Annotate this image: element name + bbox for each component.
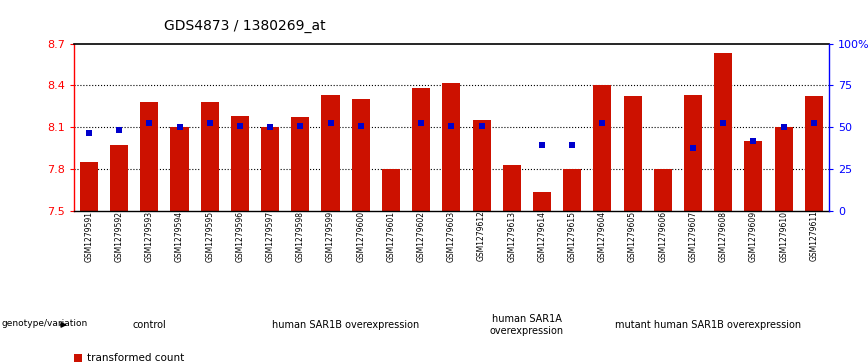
Text: GSM1279595: GSM1279595 [205,211,214,262]
Text: GSM1279612: GSM1279612 [477,211,486,261]
Text: GSM1279603: GSM1279603 [447,211,456,262]
Bar [472,120,490,211]
Text: human SAR1A
overexpression: human SAR1A overexpression [490,314,564,336]
Bar [745,141,762,211]
Text: mutant human SAR1B overexpression: mutant human SAR1B overexpression [615,320,801,330]
Bar [714,53,733,211]
Text: control: control [133,320,166,330]
Text: GSM1279610: GSM1279610 [779,211,788,261]
Text: GSM1279601: GSM1279601 [386,211,396,261]
Bar [654,169,672,211]
Text: GSM1279591: GSM1279591 [84,211,94,261]
Text: GSM1279615: GSM1279615 [568,211,576,261]
Bar [382,169,400,211]
Bar [594,85,611,211]
Bar [533,192,551,211]
Text: GSM1279604: GSM1279604 [598,211,607,262]
Bar [231,116,249,211]
Bar [170,127,188,211]
Bar [684,95,702,211]
Bar [412,88,431,211]
Bar [321,95,339,211]
Text: GSM1279596: GSM1279596 [235,211,245,262]
Text: GSM1279613: GSM1279613 [507,211,516,261]
Text: GSM1279597: GSM1279597 [266,211,274,262]
Bar [292,117,309,211]
Text: GSM1279602: GSM1279602 [417,211,425,261]
Bar [774,127,792,211]
Text: genotype/variation: genotype/variation [2,319,88,328]
Text: GSM1279594: GSM1279594 [175,211,184,262]
Bar [141,102,158,211]
Text: GSM1279600: GSM1279600 [356,211,365,262]
Text: GSM1279592: GSM1279592 [115,211,123,261]
Text: GSM1279599: GSM1279599 [326,211,335,262]
Text: human SAR1B overexpression: human SAR1B overexpression [272,320,419,330]
Bar [80,162,98,211]
Bar [352,99,370,211]
Bar [201,102,219,211]
Text: GSM1279607: GSM1279607 [688,211,698,262]
Text: GSM1279605: GSM1279605 [628,211,637,262]
Text: GSM1279606: GSM1279606 [658,211,667,262]
Bar [261,127,279,211]
Text: GSM1279593: GSM1279593 [145,211,154,262]
Bar [623,97,641,211]
Text: GSM1279598: GSM1279598 [296,211,305,261]
Bar [563,169,582,211]
Text: transformed count: transformed count [88,353,185,363]
Text: GDS4873 / 1380269_at: GDS4873 / 1380269_at [164,19,326,33]
Text: GSM1279609: GSM1279609 [749,211,758,262]
Text: GSM1279611: GSM1279611 [809,211,819,261]
Bar [503,164,521,211]
Bar [805,97,823,211]
Bar [443,82,460,211]
Bar [110,145,128,211]
Text: GSM1279608: GSM1279608 [719,211,727,261]
Text: GSM1279614: GSM1279614 [537,211,547,261]
